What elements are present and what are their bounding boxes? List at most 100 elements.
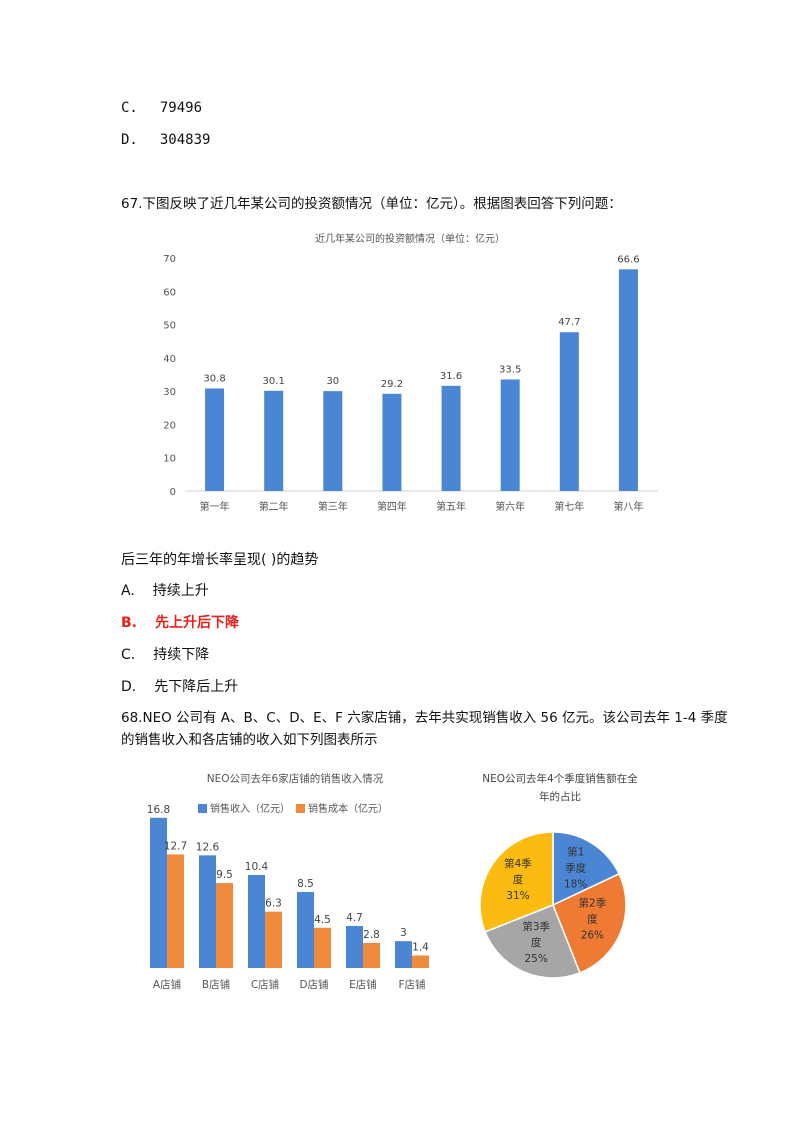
pie-slice-label: 第1	[567, 845, 584, 858]
x-tick-label: E店铺	[349, 978, 377, 991]
y-tick-label: 10	[163, 454, 176, 465]
bar-value-label: 29.2	[381, 379, 403, 390]
bar-value-label: 33.5	[499, 364, 521, 375]
bar	[205, 388, 225, 491]
cost-bar	[363, 942, 380, 968]
q66-option-c: C. 79496	[121, 98, 202, 118]
option-letter: D.	[121, 679, 137, 695]
option-text: 先上升后下降	[155, 615, 239, 631]
x-tick-label: 第一年	[200, 500, 230, 513]
chart-title: NEO公司去年6家店铺的销售收入情况	[207, 772, 384, 785]
store-revenue-bar-chart: NEO公司去年6家店铺的销售收入情况 销售收入（亿元） 销售成本（亿元） 16.…	[147, 772, 429, 991]
x-tick-label: B店铺	[202, 978, 230, 991]
bar-value-label: 12.7	[164, 840, 187, 852]
x-tick-label: 第八年	[613, 500, 643, 513]
investment-bar-chart: 近几年某公司的投资额情况（单位：亿元） 0 10 20 30 40 50 60 70 30.8…	[163, 232, 658, 513]
bar	[618, 269, 638, 491]
y-tick-label: 20	[163, 420, 176, 431]
q67-question: 后三年的年增长率呈现( )的趋势	[121, 552, 319, 568]
pie-slice-label: 度	[587, 913, 598, 926]
x-tick-label: A店铺	[153, 978, 181, 991]
q68-stem-line2: 的销售收入和各店铺的收入如下列图表所示	[121, 732, 378, 748]
y-tick-label: 30	[163, 387, 176, 398]
x-tick-label: 第四年	[377, 500, 407, 513]
option-text: 79496	[159, 100, 203, 116]
option-text: 先下降后上升	[154, 679, 239, 695]
revenue-bar	[395, 941, 412, 968]
cost-bar	[412, 955, 429, 968]
x-tick-label: 第三年	[318, 500, 348, 513]
bar-value-label: 2.8	[363, 929, 380, 941]
bar-value-label: 47.7	[558, 317, 580, 328]
q67-option-a[interactable]: A. 持续上升	[121, 581, 209, 601]
option-letter: C.	[121, 100, 138, 116]
x-tick-label: F店铺	[398, 978, 425, 991]
pie-slice-label: 度	[513, 873, 524, 886]
bar-value-label: 8.5	[297, 878, 314, 890]
revenue-bar	[248, 875, 265, 968]
cost-bar	[314, 927, 331, 968]
q67-option-b-correct[interactable]: B. 先上升后下降	[121, 613, 239, 633]
pie-slice-label: 18%	[564, 878, 587, 890]
bar-value-label: 3	[400, 927, 407, 939]
bar-value-label: 16.8	[147, 804, 170, 816]
legend-swatch-cost	[296, 804, 305, 813]
bar-value-label: 9.5	[216, 869, 233, 881]
pie-slice	[552, 831, 621, 907]
chart-title: 近几年某公司的投资额情况（单位：亿元）	[315, 232, 505, 245]
y-tick-label: 40	[163, 354, 176, 365]
y-tick-label: 60	[163, 287, 176, 298]
pie-slice-label: 26%	[581, 930, 604, 942]
bar-value-label: 30	[326, 376, 339, 387]
bar-value-label: 10.4	[245, 861, 269, 873]
revenue-bar	[199, 855, 216, 968]
bar	[500, 379, 520, 491]
quarter-share-pie-chart: NEO公司去年4个季度销售额在全 年的占比 第1季度18%第2季度26%第3季度…	[479, 772, 638, 979]
q66-option-d: D. 304839	[121, 130, 210, 150]
option-text: 304839	[159, 132, 211, 148]
pie-slice-label: 25%	[525, 953, 548, 965]
pie-slice	[479, 831, 554, 933]
revenue-bar	[150, 817, 167, 968]
bar-value-label: 4.7	[346, 912, 363, 924]
bar-value-label: 66.6	[617, 254, 639, 265]
chart-title-line2: 年的占比	[539, 790, 581, 803]
x-tick-label: 第五年	[436, 500, 466, 513]
pie-slice-label: 第3季	[522, 920, 550, 933]
x-tick-label: 第六年	[495, 500, 525, 513]
legend-swatch-revenue	[198, 804, 207, 813]
bar-value-label: 30.1	[263, 376, 285, 387]
pie-slice	[552, 872, 627, 974]
pie-slice-label: 季度	[565, 861, 587, 874]
pie-slice-label: 度	[531, 936, 542, 949]
q68-stem-line1: 68.NEO 公司有 A、B、C、D、E、F 六家店铺，去年共实现销售收入 56…	[121, 710, 728, 726]
y-tick-label: 0	[170, 487, 176, 498]
y-tick-label: 70	[163, 254, 176, 265]
cost-bar	[167, 854, 184, 968]
x-tick-label: D店铺	[299, 978, 328, 991]
cost-bar	[265, 911, 282, 968]
q67-stem: 67.下图反映了近几年某公司的投资额情况（单位：亿元）。根据图表回答下列问题：	[121, 196, 622, 212]
revenue-bar	[297, 892, 314, 968]
option-letter: B.	[121, 615, 137, 631]
pie-slice-label: 第2季	[579, 897, 607, 910]
x-tick-label: 第七年	[554, 500, 584, 513]
pie-slice-label: 第4季	[504, 857, 532, 870]
bar-value-label: 12.6	[196, 841, 220, 853]
option-letter: A.	[121, 583, 135, 599]
q67-option-d[interactable]: D. 先下降后上升	[121, 677, 238, 697]
revenue-bar	[346, 925, 363, 968]
option-text: 持续上升	[152, 583, 209, 599]
option-letter: D.	[121, 132, 138, 148]
q67-option-c[interactable]: C. 持续下降	[121, 645, 209, 665]
bar-value-label: 30.8	[203, 373, 225, 384]
chart-title-line1: NEO公司去年4个季度销售额在全	[482, 772, 638, 785]
bar	[441, 385, 461, 491]
bar	[323, 391, 343, 491]
option-letter: C.	[121, 647, 136, 663]
bar	[264, 390, 284, 491]
bar	[559, 332, 579, 491]
y-tick-label: 50	[163, 321, 176, 332]
bar-value-label: 6.3	[265, 898, 282, 910]
pie-slice-label: 31%	[506, 890, 529, 902]
